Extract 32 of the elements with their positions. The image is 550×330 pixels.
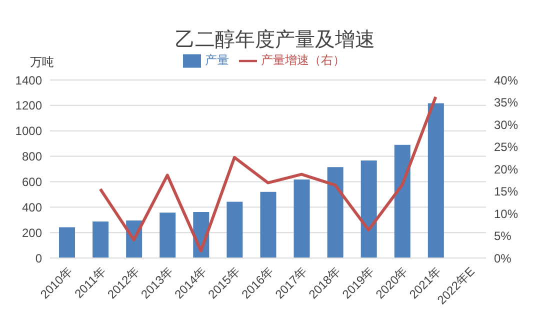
y-tick-label: 0: [35, 251, 42, 266]
chart-title: 乙二醇年度产量及增速: [174, 28, 376, 53]
y2-tick-label: 15%: [494, 184, 518, 199]
y2-tick-label: 25%: [494, 140, 518, 154]
bar: [260, 192, 276, 258]
y2-tick-label: 10%: [494, 206, 518, 221]
bar: [92, 222, 109, 258]
y-axis-title: 万吨: [30, 54, 54, 71]
y-tick-label: 200: [22, 226, 42, 240]
y-tick-label: 1200: [15, 98, 42, 113]
bar: [59, 227, 75, 258]
bar: [226, 202, 243, 258]
y-tick-label: 800: [22, 150, 42, 164]
bar: [294, 180, 310, 258]
y2-tick-label: 20%: [494, 162, 518, 176]
y2-tick-label: 5%: [494, 229, 512, 244]
legend-label: 产量增速（右）: [261, 53, 345, 68]
y2-tick-label: 40%: [494, 73, 518, 88]
y-tick-label: 400: [22, 200, 42, 214]
bar: [394, 144, 410, 258]
bar: [428, 103, 444, 258]
y2-tick-label: 35%: [494, 96, 518, 110]
bar: [360, 160, 377, 258]
legend-label: 产量: [205, 53, 229, 68]
y2-tick-label: 30%: [494, 118, 518, 132]
bar: [160, 212, 176, 258]
y-tick-label: 1000: [15, 124, 42, 138]
bar: [327, 167, 344, 258]
y2-tick-label: 0%: [494, 251, 512, 266]
y-tick-label: 600: [22, 174, 42, 189]
line-series: [98, 95, 438, 252]
y-tick-label: 1400: [15, 73, 42, 88]
